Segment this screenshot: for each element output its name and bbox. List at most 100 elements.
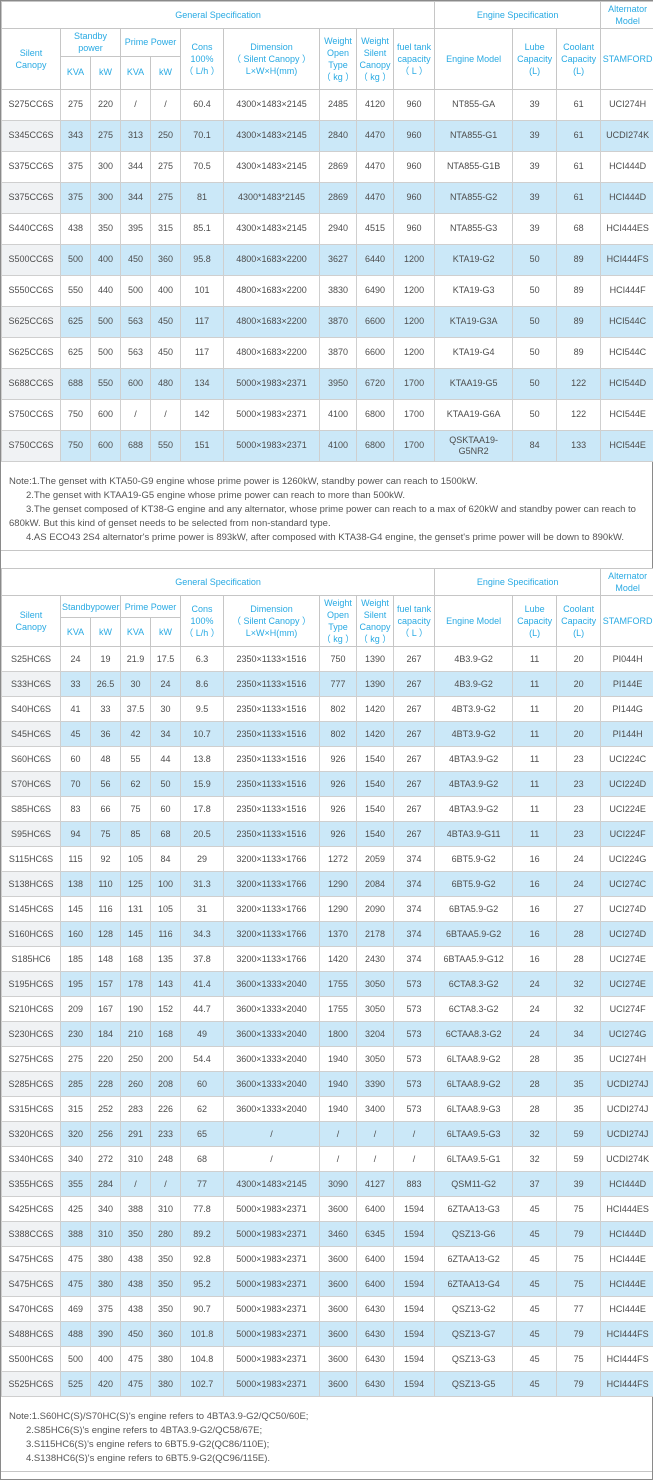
model-cell[interactable]: S340HC6S: [2, 1147, 61, 1172]
header-general-specification: General Specification: [2, 568, 435, 595]
model-cell[interactable]: S115HC6S: [2, 847, 61, 872]
model-cell[interactable]: S230HC6S: [2, 1022, 61, 1047]
alternator-model-cell: UCI274F: [601, 997, 653, 1022]
model-cell[interactable]: S60HC6S: [2, 747, 61, 772]
prime-kw-cell: 380: [151, 1372, 181, 1397]
model-cell[interactable]: S315HC6S: [2, 1097, 61, 1122]
model-cell[interactable]: S345CC6S: [2, 120, 61, 151]
coolant-capacity-cell: 59: [557, 1147, 601, 1172]
alternator-model-cell: HCI444ES: [601, 213, 653, 244]
dimension-cell: 5000×1983×2371: [224, 399, 320, 430]
prime-kw-cell: 84: [151, 847, 181, 872]
weight-open-cell: 2840: [320, 120, 357, 151]
standby-kva-cell: 115: [61, 847, 91, 872]
prime-kw-cell: 450: [151, 337, 181, 368]
model-cell[interactable]: S355HC6S: [2, 1172, 61, 1197]
model-cell[interactable]: S195HC6S: [2, 972, 61, 997]
weight-silent-cell: 3400: [357, 1097, 394, 1122]
model-cell[interactable]: S388CC6S: [2, 1222, 61, 1247]
engine-model-cell: 6BTAA5.9-G12: [435, 947, 513, 972]
alternator-model-cell: HCI444D: [601, 182, 653, 213]
model-cell[interactable]: S275HC6S: [2, 1047, 61, 1072]
prime-kw-cell: /: [151, 1172, 181, 1197]
model-cell[interactable]: S440CC6S: [2, 213, 61, 244]
model-cell[interactable]: S185HC6: [2, 947, 61, 972]
model-cell[interactable]: S375CC6S: [2, 182, 61, 213]
model-cell[interactable]: S625CC6S: [2, 306, 61, 337]
engine-model-cell: NTA855-G1: [435, 120, 513, 151]
weight-silent-cell: /: [357, 1147, 394, 1172]
prime-kva-cell: 30: [121, 672, 151, 697]
model-cell[interactable]: S138HC6S: [2, 872, 61, 897]
model-cell[interactable]: S500HC6S: [2, 1347, 61, 1372]
model-cell[interactable]: S475HC6S: [2, 1247, 61, 1272]
model-cell[interactable]: S275CC6S: [2, 89, 61, 120]
model-cell[interactable]: S33HC6S: [2, 672, 61, 697]
model-cell[interactable]: S160HC6S: [2, 922, 61, 947]
engine-model-cell: 6ZTAA13-G2: [435, 1247, 513, 1272]
standby-kw-cell: 400: [91, 244, 121, 275]
model-cell[interactable]: S85HC6S: [2, 797, 61, 822]
dimension-cell: 3600×1333×2040: [224, 997, 320, 1022]
lube-capacity-cell: 39: [513, 182, 557, 213]
lube-capacity-cell: 45: [513, 1272, 557, 1297]
engine-model-cell: QSZ13-G3: [435, 1347, 513, 1372]
prime-kw-cell: 226: [151, 1097, 181, 1122]
model-cell[interactable]: S95HC6S: [2, 822, 61, 847]
alternator-model-cell: UCDI274J: [601, 1097, 653, 1122]
lube-capacity-cell: 11: [513, 697, 557, 722]
model-cell[interactable]: S525HC6S: [2, 1372, 61, 1397]
model-cell[interactable]: S210HC6S: [2, 997, 61, 1022]
prime-kva-cell: 42: [121, 722, 151, 747]
coolant-capacity-cell: 75: [557, 1197, 601, 1222]
weight-open-cell: 802: [320, 697, 357, 722]
lube-capacity-cell: 50: [513, 368, 557, 399]
weight-silent-cell: 6430: [357, 1322, 394, 1347]
model-cell[interactable]: S145HC6S: [2, 897, 61, 922]
model-cell[interactable]: S750CC6S: [2, 430, 61, 461]
model-cell[interactable]: S45HC6S: [2, 722, 61, 747]
prime-kva-cell: 475: [121, 1372, 151, 1397]
model-cell[interactable]: S320HC6S: [2, 1122, 61, 1147]
model-cell[interactable]: S500CC6S: [2, 244, 61, 275]
weight-open-cell: 1290: [320, 872, 357, 897]
prime-kw-cell: 550: [151, 430, 181, 461]
model-cell[interactable]: S750CC6S: [2, 399, 61, 430]
model-cell[interactable]: S488HC6S: [2, 1322, 61, 1347]
lube-capacity-cell: 32: [513, 1122, 557, 1147]
weight-open-cell: 3460: [320, 1222, 357, 1247]
coolant-capacity-cell: 23: [557, 747, 601, 772]
model-cell[interactable]: S625CC6S: [2, 337, 61, 368]
model-cell[interactable]: S550CC6S: [2, 275, 61, 306]
coolant-capacity-cell: 35: [557, 1047, 601, 1072]
model-cell[interactable]: S285HC6S: [2, 1072, 61, 1097]
model-cell[interactable]: S70HC6S: [2, 772, 61, 797]
standby-kva-cell: 94: [61, 822, 91, 847]
model-cell[interactable]: S25HC6S: [2, 647, 61, 672]
model-cell[interactable]: S375CC6S: [2, 151, 61, 182]
model-cell[interactable]: S475HC6S: [2, 1272, 61, 1297]
model-cell[interactable]: S470HC6S: [2, 1297, 61, 1322]
coolant-capacity-cell: 28: [557, 947, 601, 972]
standby-kw-cell: 157: [91, 972, 121, 997]
weight-open-cell: 1755: [320, 997, 357, 1022]
alternator-model-cell: UCDI274K: [601, 1147, 653, 1172]
standby-kva-cell: 355: [61, 1172, 91, 1197]
fuel-tank-cell: 1594: [394, 1347, 435, 1372]
fuel-tank-cell: /: [394, 1122, 435, 1147]
model-cell[interactable]: S40HC6S: [2, 697, 61, 722]
prime-kva-cell: 600: [121, 368, 151, 399]
weight-silent-cell: 1390: [357, 672, 394, 697]
model-cell[interactable]: S688CC6S: [2, 368, 61, 399]
fuel-tank-cell: 267: [394, 647, 435, 672]
model-cell[interactable]: S425HC6S: [2, 1197, 61, 1222]
engine-model-cell: 6ZTAA13-G4: [435, 1272, 513, 1297]
coolant-capacity-cell: 32: [557, 972, 601, 997]
col-header-fuel-tank-capacity: fuel tank capacity （ L ）: [394, 595, 435, 647]
